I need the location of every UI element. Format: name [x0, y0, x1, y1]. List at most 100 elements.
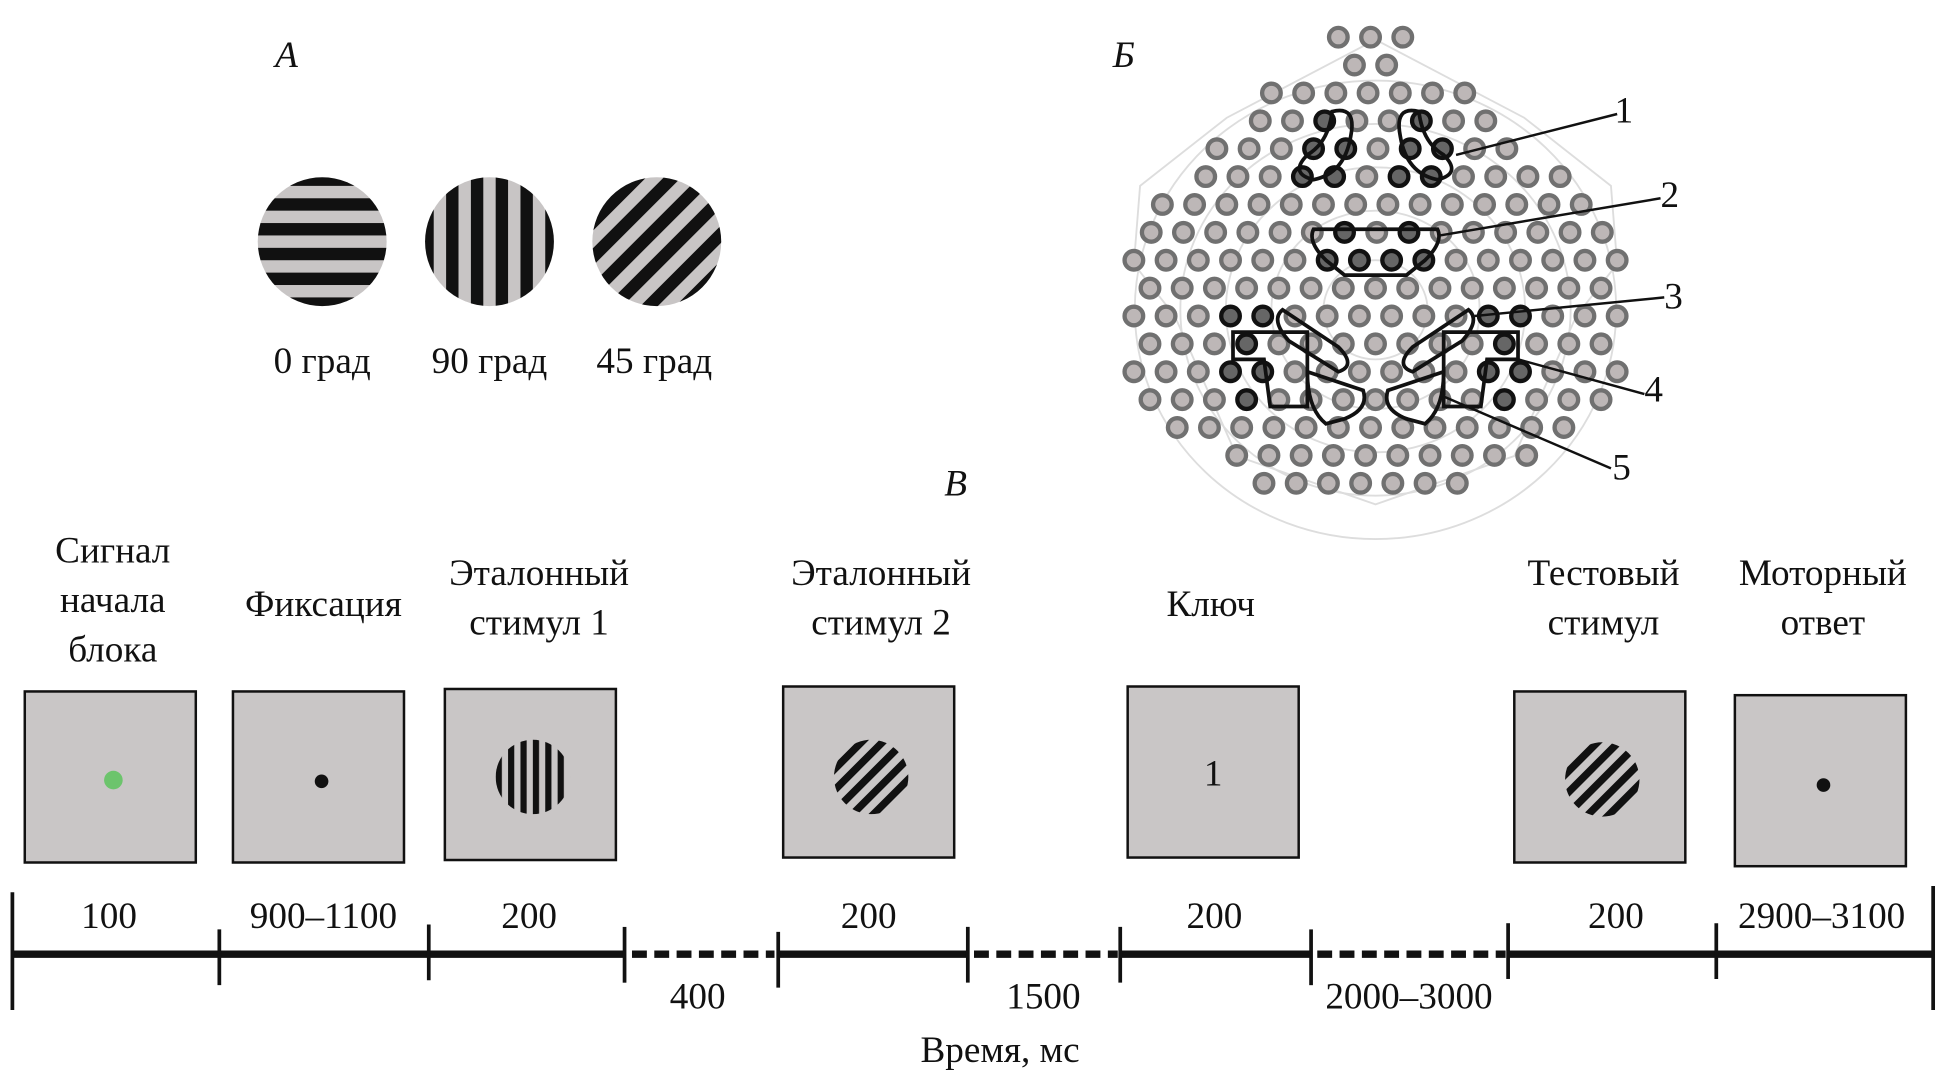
electrode [1225, 443, 1249, 467]
electrode [1484, 165, 1508, 189]
axis-label: Время, мс [920, 1029, 1080, 1071]
electrode [1421, 81, 1444, 105]
electrode [1450, 443, 1474, 467]
grating-90deg [425, 177, 554, 307]
cluster-label-1: 1 [1614, 90, 1634, 132]
stage-label-motor: Моторный ответ [1738, 552, 1907, 644]
electrode [1440, 193, 1464, 216]
electrode [1557, 388, 1581, 412]
electrode [1138, 388, 1162, 412]
electrode [1590, 220, 1614, 244]
panel-label-b: Б [1112, 34, 1135, 76]
electrode [1455, 416, 1479, 439]
electrode [1165, 416, 1189, 439]
electrode [1342, 53, 1366, 77]
panel-label-a: А [275, 34, 298, 76]
electrode [1380, 304, 1404, 328]
electrode [1476, 248, 1500, 272]
electrode [1359, 25, 1383, 49]
electrode [1445, 471, 1469, 495]
electrode [1366, 137, 1390, 161]
electrode [1541, 304, 1565, 328]
duration-reference-2: 200 [840, 895, 897, 937]
electrode [1258, 165, 1282, 189]
electrode [1257, 443, 1281, 467]
electrode [1444, 360, 1468, 384]
electrode [1269, 137, 1293, 161]
electrode [1526, 220, 1550, 244]
grating-0deg [257, 177, 387, 307]
cluster-outline [1384, 369, 1446, 426]
electrode [1283, 360, 1307, 384]
electrode [1349, 471, 1373, 495]
electrode [1226, 165, 1250, 189]
green-signal-dot [104, 770, 123, 790]
electrode [1525, 276, 1549, 300]
electrode-selected [1219, 304, 1242, 328]
stage-label-test: Тестовый стимул [1527, 552, 1680, 644]
electrode [1251, 248, 1275, 272]
screen-fixation [231, 690, 406, 864]
cluster-leader-line [1455, 112, 1618, 157]
cluster-outline [1305, 369, 1367, 426]
electrode [1230, 416, 1254, 439]
electrode [1236, 220, 1260, 244]
electrode-selected [1219, 360, 1242, 384]
stage-label-key: Ключ [1166, 583, 1255, 625]
gap-duration-3: 2000–3000 [1325, 976, 1493, 1018]
electrode [1183, 193, 1207, 216]
electrode [1473, 193, 1497, 216]
grating-45deg [1565, 742, 1640, 817]
electrode [1186, 248, 1210, 272]
electrode [1289, 443, 1313, 467]
electrode-selected [1251, 304, 1275, 328]
gap-duration-2: 1500 [1006, 976, 1081, 1018]
electrode [1557, 332, 1581, 356]
grating-label-0: 0 град [273, 340, 371, 382]
electrode [1413, 471, 1437, 495]
electrode [1202, 332, 1226, 356]
electrode [1359, 416, 1383, 439]
electrode [1283, 248, 1307, 272]
electrode [1321, 443, 1345, 467]
electrode [1170, 332, 1194, 356]
electrode-selected [1380, 248, 1404, 272]
electrode [1605, 360, 1629, 384]
electrode [1364, 388, 1387, 412]
electrode [1354, 443, 1378, 467]
cluster-outline [1275, 307, 1350, 374]
cluster-label-4: 4 [1644, 369, 1664, 411]
cluster-leader-line [1474, 296, 1665, 318]
electrode [1391, 25, 1415, 49]
screen-test [1513, 690, 1687, 864]
cluster-leader-line [1443, 395, 1612, 470]
electrode [1444, 248, 1468, 272]
electrode [1154, 360, 1178, 384]
screen-reference-2 [781, 685, 956, 859]
electrode [1122, 304, 1146, 328]
electrode [1386, 443, 1410, 467]
stage-label-block-start: Сигнал начала блока [55, 530, 171, 671]
cluster-label-3: 3 [1664, 276, 1683, 318]
electrode [1324, 81, 1348, 105]
electrode [1235, 276, 1259, 300]
electrode [1347, 304, 1371, 328]
cluster-outline [1401, 307, 1476, 374]
duration-block-start: 100 [81, 895, 137, 937]
screen-reference-1 [443, 687, 618, 862]
electrode [1202, 276, 1226, 300]
grating-label-45: 45 град [596, 340, 713, 382]
electrode [1589, 388, 1613, 412]
electrode [1537, 193, 1561, 216]
electrode-selected [1509, 360, 1532, 384]
electrode [1279, 193, 1303, 216]
electrode [1186, 304, 1210, 328]
stage-label-reference-1: Эталонный стимул 1 [449, 552, 629, 644]
electrode-selected [1492, 332, 1516, 356]
electrode [1558, 220, 1582, 244]
electrode [1194, 165, 1218, 189]
electrode [1492, 276, 1516, 300]
electrode [1205, 137, 1229, 161]
